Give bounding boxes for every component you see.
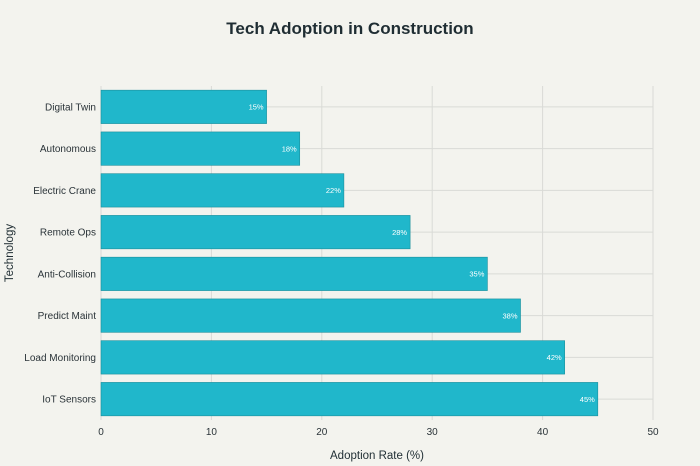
category-label: Electric Crane [33,186,96,197]
bar-anti-collision [100,256,488,291]
category-label: Predict Maint [38,311,97,322]
bar-electric-crane [100,173,345,208]
chart-title: Tech Adoption in Construction [226,19,473,38]
category-label: Autonomous [40,144,96,155]
x-tick-label: 40 [537,427,549,438]
category-label: IoT Sensors [42,395,96,406]
x-tick-label: 30 [427,427,439,438]
data-label: 28% [392,228,407,237]
bar-remote-ops [100,215,411,250]
x-tick-labels: 0 10 20 30 40 50 [98,427,659,438]
data-labels: 15% 18% 22% 28% 35% 38% 42% 45% [249,103,596,404]
data-label: 22% [326,186,341,195]
x-tick-label: 0 [98,427,104,438]
data-label: 15% [249,103,264,112]
category-label: Digital Twin [45,102,96,113]
data-label: 42% [547,353,562,362]
data-label: 18% [282,144,297,153]
category-labels: Digital Twin Autonomous Electric Crane Remo… [24,102,96,405]
y-axis-label: Technology [4,224,16,282]
bars [100,89,599,417]
bar-iot-sensors [100,382,599,417]
category-label: Anti-Collision [38,269,96,280]
data-label: 38% [503,311,518,320]
category-label: Remote Ops [40,228,96,239]
bar-predict-maint [100,298,521,333]
bar-digital-twin [100,89,267,124]
data-label: 35% [469,270,484,279]
x-tick-label: 10 [206,427,218,438]
bar-load-monitoring [100,340,565,375]
x-tick-label: 50 [647,427,659,438]
x-tick-label: 20 [316,427,328,438]
bar-autonomous [100,131,301,166]
x-axis-label: Adoption Rate (%) [330,450,424,462]
category-label: Load Monitoring [24,353,96,364]
data-label: 45% [580,395,595,404]
